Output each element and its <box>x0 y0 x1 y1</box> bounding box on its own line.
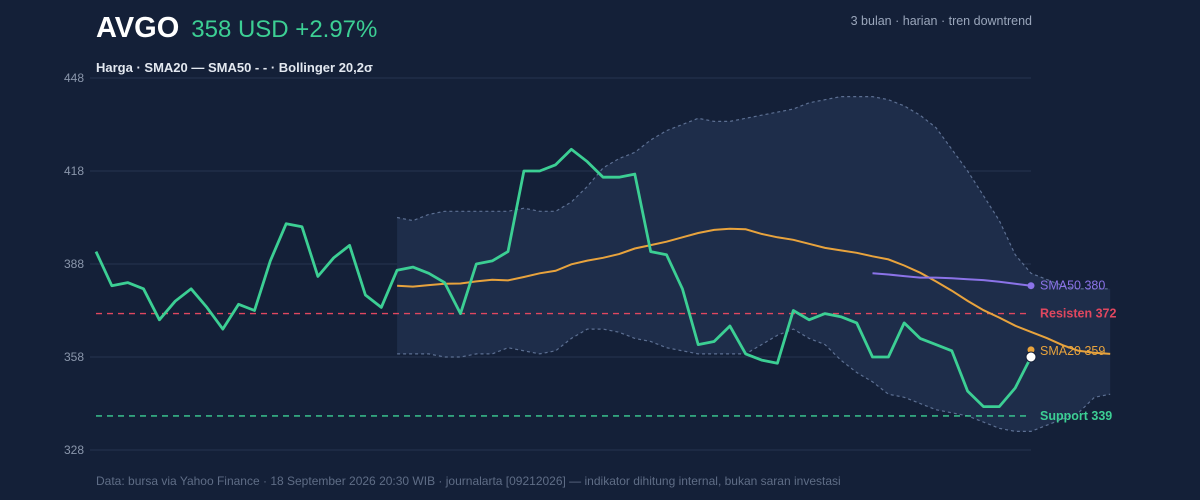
sma50-line <box>872 272 1032 287</box>
y-tick-448: 448 <box>64 71 84 85</box>
resisten-label: Resisten 372 <box>1040 307 1116 321</box>
timeframe-meta: 3 bulan · harian · tren downtrend <box>850 14 1032 28</box>
chart-header: AVGO 358 USD +2.97% <box>96 12 377 45</box>
y-tick-358: 358 <box>64 350 84 364</box>
footer-source: Data: bursa via Yahoo Finance · 18 Septe… <box>96 474 841 488</box>
sma50-end-dot <box>1027 282 1035 290</box>
y-tick-418: 418 <box>64 164 84 178</box>
sma50-end-label: SMA50 380 <box>1040 279 1105 293</box>
bollinger-band-fill <box>397 96 1111 432</box>
sma20-end-label: SMA20 359 <box>1040 344 1105 358</box>
bollinger-lower-line <box>397 328 1111 432</box>
price-line <box>94 147 1033 409</box>
sma20-line <box>397 227 1111 355</box>
price-change: 358 USD +2.97% <box>191 16 378 43</box>
sma20-end-dot <box>1027 346 1035 354</box>
y-tick-388: 388 <box>64 257 84 271</box>
support-label: Support 339 <box>1040 409 1112 423</box>
price-end-dot <box>1025 351 1037 363</box>
indicator-legend: Harga · SMA20 — SMA50 - - · Bollinger 20… <box>96 60 373 75</box>
ticker-symbol: AVGO <box>96 12 180 44</box>
y-tick-328: 328 <box>64 443 84 457</box>
